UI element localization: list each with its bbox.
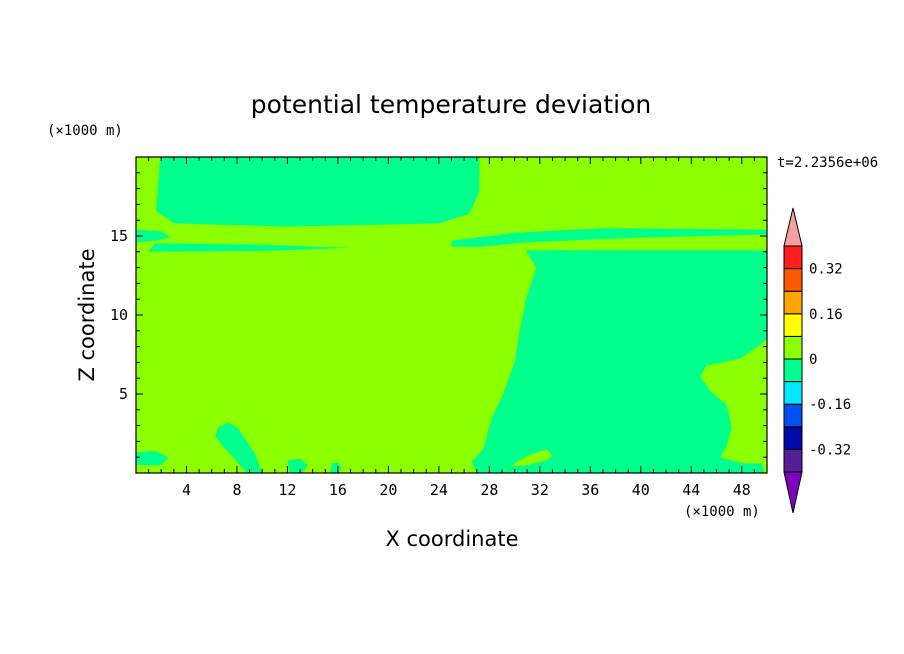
region-small-cell-x33 bbox=[509, 449, 553, 467]
colorbar-tick-label: 0.16 bbox=[809, 307, 843, 323]
x-tick-label: 20 bbox=[379, 481, 397, 499]
y-axis-unit: (×1000 m) bbox=[47, 123, 123, 139]
region-small-cell-x15 bbox=[330, 462, 342, 473]
colorbar-segment bbox=[783, 268, 803, 292]
x-tick-label: 4 bbox=[182, 481, 191, 499]
colorbar-tick-label: -0.32 bbox=[809, 442, 851, 458]
x-tick-label: 44 bbox=[682, 481, 700, 499]
colorbar-over-triangle bbox=[783, 207, 803, 247]
x-axis: 4 8 12 16 20 24 28 32 36 40 44 48 bbox=[148, 157, 755, 499]
colorbar-segment bbox=[783, 358, 803, 383]
time-label: t=2.2356e+06 bbox=[777, 155, 878, 171]
x-axis-label: X coordinate bbox=[385, 527, 518, 551]
colorbar-tick-label: 0 bbox=[809, 352, 817, 368]
x-tick-label: 28 bbox=[480, 481, 498, 499]
x-axis-unit: (×1000 m) bbox=[684, 504, 760, 520]
region-small-cell-left-bottom bbox=[136, 450, 169, 466]
region-small-cell-x12 bbox=[287, 458, 308, 473]
colorbar-segment bbox=[783, 313, 803, 337]
x-tick-label: 12 bbox=[278, 481, 296, 499]
region-lower-negative-cell bbox=[471, 250, 767, 473]
colorbar-segment bbox=[783, 403, 803, 428]
y-tick-label: 10 bbox=[110, 306, 128, 324]
y-axis: 5 10 15 bbox=[110, 172, 767, 458]
colorbar-segment bbox=[783, 335, 803, 360]
x-tick-label: 8 bbox=[232, 481, 241, 499]
region-right-thin-band bbox=[451, 228, 767, 248]
colorbar: -0.32 -0.16 0 0.16 0.32 bbox=[783, 207, 851, 514]
y-axis-label: Z coordinate bbox=[75, 248, 99, 381]
colorbar-segment bbox=[783, 290, 803, 315]
colorbar-under-triangle bbox=[783, 471, 803, 514]
x-tick-label: 48 bbox=[733, 481, 751, 499]
x-tick-label: 36 bbox=[581, 481, 599, 499]
colorbar-segment bbox=[783, 426, 803, 450]
colorbar-segment bbox=[783, 448, 803, 473]
x-tick-label: 32 bbox=[531, 481, 549, 499]
x-tick-label: 40 bbox=[632, 481, 650, 499]
y-tick-label: 5 bbox=[119, 385, 128, 403]
x-tick-label: 24 bbox=[430, 481, 448, 499]
contour-regions bbox=[136, 157, 767, 473]
region-small-cell-x7 bbox=[215, 422, 263, 473]
region-upper-negative-cell bbox=[156, 157, 480, 227]
y-tick-label: 15 bbox=[110, 227, 128, 245]
region-mid-thin-band bbox=[148, 243, 351, 252]
chart-title: potential temperature deviation bbox=[251, 90, 651, 119]
colorbar-tick-label: -0.16 bbox=[809, 397, 851, 413]
region-left-thin-band bbox=[136, 229, 171, 243]
x-tick-label: 16 bbox=[329, 481, 347, 499]
colorbar-segment bbox=[783, 245, 803, 270]
colorbar-segment bbox=[783, 381, 803, 405]
colorbar-tick-label: 0.32 bbox=[809, 262, 843, 278]
